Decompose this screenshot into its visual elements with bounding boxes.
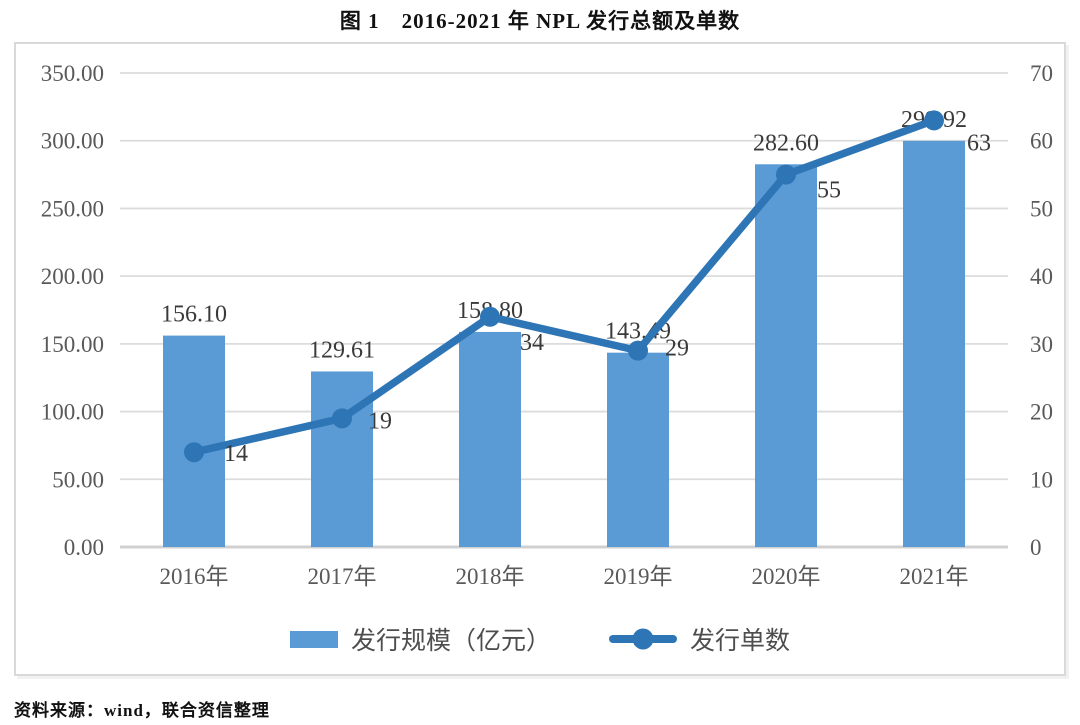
combo-bar-line-chart: 0.00 0 50.00 10 100.00 20 150.00 30 200.00 40 250.… [41,61,1053,589]
left-axis-tick: 150.00 [41,332,104,357]
bar-data-label: 156.10 [161,302,227,328]
x-category-label: 2017年 [308,564,377,589]
bar-2017年 [311,371,373,547]
left-axis-tick: 50.00 [52,467,104,492]
line-series-dot-icon [632,628,654,650]
right-axis-tick: 60 [1030,129,1053,154]
bar-series-label: 发行规模（亿元） [350,628,551,655]
right-axis-tick: 10 [1030,467,1053,492]
x-category-label: 2019年 [604,564,673,589]
right-axis-tick: 20 [1030,400,1053,425]
bar-data-label: 129.61 [309,337,375,363]
x-category-label: 2020年 [752,564,821,589]
left-axis-tick: 200.00 [41,264,104,289]
line-point-2020年 [776,164,796,185]
right-axis-tick: 0 [1030,535,1042,560]
chart-legend: 发行规模（亿元） 发行单数 [16,622,1064,656]
bar-2016年 [163,335,225,547]
x-category-label: 2016年 [160,564,229,589]
line-series-swatch-icon [609,628,677,650]
right-axis-tick: 40 [1030,264,1053,289]
bar-series-swatch-icon [289,630,338,648]
source-note: 资料来源：wind，联合资信整理 [14,701,270,720]
line-series-path [190,116,938,456]
line-data-label: 19 [368,408,392,434]
chart-container: 0.00 0 50.00 10 100.00 20 150.00 30 200.00 40 250.… [14,42,1066,676]
line-series-label: 发行单数 [690,628,791,655]
right-axis-tick: 70 [1030,61,1053,86]
line-point-2021年 [924,110,944,131]
line-point-2019年 [628,340,648,361]
line-data-label: 14 [224,441,248,467]
left-axis-tick: 300.00 [41,129,104,154]
left-axis-tick: 250.00 [41,196,104,221]
line-point-2018年 [480,306,500,327]
left-axis-tick: 350.00 [41,61,104,86]
x-category-label: 2021年 [900,564,969,589]
x-category-label: 2018年 [456,564,525,589]
line-data-label: 29 [665,336,689,362]
figure-title: 图 1 2016-2021 年 NPL 发行总额及单数 [339,9,741,33]
bar-2021年 [903,140,965,547]
bar-data-label: 282.60 [753,130,819,156]
right-axis-tick: 30 [1030,332,1053,357]
bar-2018年 [459,331,521,547]
left-axis-tick: 0.00 [64,535,104,560]
line-data-label: 63 [967,130,991,156]
line-data-label: 55 [817,178,841,204]
legend-item-line-series: 发行单数 [609,621,790,657]
line-point-2017年 [332,408,352,429]
bar-2019年 [607,352,669,547]
legend-item-bar-series: 发行规模（亿元） [289,621,551,657]
right-axis-tick: 50 [1030,196,1053,221]
bar-2020年 [755,164,817,547]
left-axis-tick: 100.00 [41,400,104,425]
line-data-label: 34 [520,330,544,356]
line-point-2016年 [184,442,204,463]
